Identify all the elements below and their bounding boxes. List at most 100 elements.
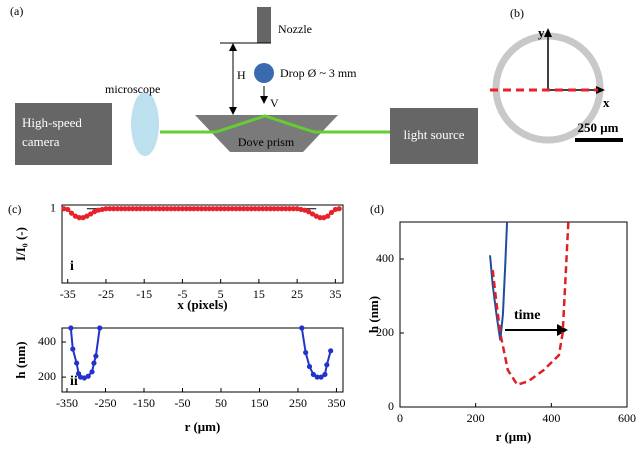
data-point [153, 206, 159, 212]
data-point [260, 206, 266, 212]
scale-bar [575, 138, 623, 142]
data-point [93, 353, 99, 359]
data-point [286, 206, 293, 212]
microscope-label: microscope [105, 82, 160, 96]
data-point [176, 206, 182, 212]
data-point [310, 371, 316, 378]
panel-label: (b) [510, 6, 524, 20]
light-source-label: light source [403, 127, 464, 142]
x-tick-label: -350 [56, 396, 78, 410]
light-source-box [390, 108, 478, 164]
data-point [111, 206, 117, 212]
arrow-head [229, 107, 237, 115]
data-point [118, 206, 124, 212]
data-point [195, 206, 201, 212]
series-line [69, 327, 101, 380]
data-point [299, 325, 305, 331]
data-point [318, 374, 324, 380]
x-tick-label: -25 [98, 287, 114, 301]
data-point [214, 206, 220, 212]
data-point [225, 206, 231, 212]
data-point [74, 360, 80, 366]
data-point [283, 206, 289, 212]
data-point [256, 206, 262, 212]
x-axis-label: r (μm) [496, 429, 532, 444]
data-point [218, 206, 224, 212]
x-tick-label: 150 [250, 396, 268, 410]
x-tick-label: 400 [542, 411, 560, 425]
data-point [275, 206, 281, 212]
data-point [164, 206, 170, 212]
data-point [91, 360, 97, 366]
data-point [328, 348, 334, 354]
drop-label: Drop Ø ~ 3 mm [280, 66, 357, 80]
data-point [137, 206, 143, 212]
y-tick-label: 200 [38, 369, 56, 383]
nozzle-label: Nozzle [278, 22, 312, 36]
data-point [122, 206, 128, 212]
data-point [279, 206, 285, 212]
prism [195, 115, 338, 152]
height-label: H [237, 68, 246, 82]
x-tick-label: 0 [397, 411, 403, 425]
y-tick-label: 400 [376, 251, 394, 265]
camera-box [15, 103, 112, 165]
drop [254, 63, 274, 83]
x-tick-label: -250 [94, 396, 116, 410]
data-point [263, 206, 270, 212]
data-point [290, 206, 296, 212]
x-tick-label: -15 [136, 287, 152, 301]
x-tick-label: -35 [60, 287, 76, 301]
data-point [303, 349, 309, 356]
data-point [107, 206, 113, 212]
velocity-label: V [270, 96, 279, 110]
y-tick-label: 200 [376, 325, 394, 339]
camera-label: camera [22, 134, 60, 149]
data-point [70, 346, 76, 352]
series-line [489, 221, 509, 341]
panel-label: (d) [370, 202, 384, 216]
x-tick-label: 15 [253, 287, 265, 301]
axis-y-label: y [538, 25, 545, 40]
data-point [248, 206, 254, 212]
data-point [240, 206, 247, 212]
microscope-lens [131, 92, 159, 156]
prism-label: Dove prism [238, 135, 295, 149]
y-tick-label: 1 [50, 200, 56, 214]
data-point [126, 206, 132, 212]
data-point [244, 206, 251, 212]
y-tick-label: 400 [38, 334, 56, 348]
data-point [267, 206, 273, 212]
data-point [210, 206, 216, 212]
light-path [160, 114, 390, 134]
data-point [233, 206, 239, 212]
data-point [183, 206, 189, 212]
nozzle [257, 7, 271, 43]
data-point [84, 213, 90, 219]
scale-bar-label: 250 μm [578, 120, 619, 135]
data-point [187, 206, 193, 212]
x-tick-label: 35 [329, 287, 341, 301]
y-axis-label: h (nm) [366, 296, 381, 333]
data-point [191, 206, 197, 212]
arrow-head [557, 324, 568, 336]
data-point [172, 206, 178, 212]
arrow-head [596, 86, 605, 94]
data-point [229, 206, 235, 212]
data-point [76, 215, 82, 221]
plot-frame [61, 204, 344, 284]
x-tick-label: 5 [218, 287, 224, 301]
data-point [65, 206, 71, 213]
arrow-head [229, 43, 237, 51]
data-point [206, 206, 212, 212]
panel-label: (a) [10, 4, 23, 18]
y-axis-label: I/I₀ (-) [13, 227, 28, 261]
data-point [179, 206, 186, 212]
data-point [317, 215, 323, 221]
x-tick-label: -150 [133, 396, 155, 410]
data-point [336, 206, 342, 212]
x-tick-label: 50 [215, 396, 227, 410]
x-tick-label: 250 [289, 396, 307, 410]
data-point [325, 213, 331, 219]
data-point [237, 206, 243, 212]
